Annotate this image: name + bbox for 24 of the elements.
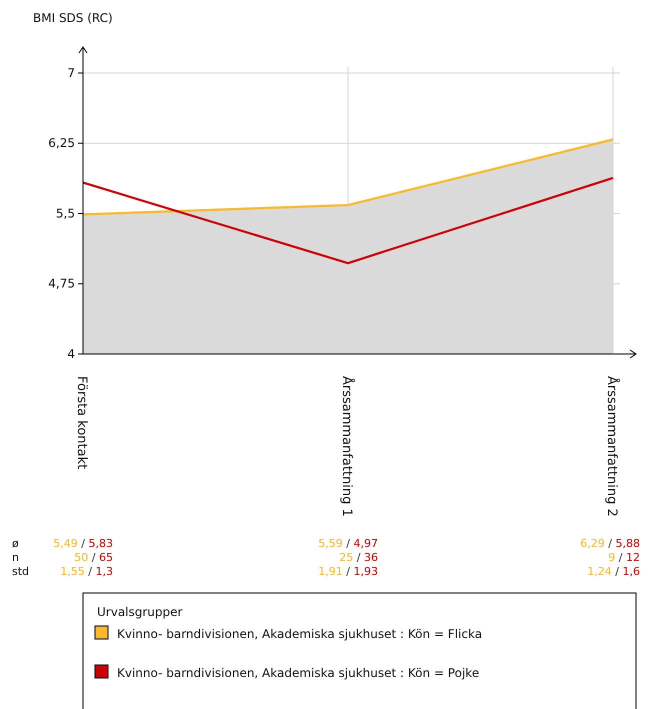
- y-tick-label: 5,5: [56, 206, 75, 220]
- x-tick-label: Första kontakt: [74, 376, 89, 470]
- text: 50 / 65: [74, 551, 113, 564]
- text: 6,29 / 5,88: [580, 537, 640, 550]
- legend-label: Kvinno- barndivisionen, Akademiska sjukhuset : Kön = Flicka: [117, 627, 482, 641]
- text: 25 / 36: [339, 551, 378, 564]
- x-tick-label: Årssammanfattning 2: [604, 376, 621, 517]
- y-tick-label: 4,75: [48, 276, 75, 291]
- text: ø: [12, 537, 19, 550]
- text: std: [12, 565, 30, 578]
- legend-label: Kvinno- barndivisionen, Akademiska sjukhuset : Kön = Pojke: [117, 666, 480, 680]
- y-tick-label: 7: [67, 66, 75, 80]
- y-tick-label: 4: [67, 346, 75, 361]
- legend-title: Urvalsgrupper: [97, 605, 183, 619]
- y-tick-label: 6,25: [48, 136, 75, 150]
- y-axis-title: BMI SDS (RC): [33, 11, 113, 25]
- text: 1,24 / 1,6: [587, 565, 640, 578]
- text: 9 / 12: [608, 551, 640, 564]
- x-tick-label: Årssammanfattning 1: [339, 376, 356, 517]
- text: 1,91 / 1,93: [318, 565, 378, 578]
- text: 5,49 / 5,83: [53, 537, 113, 550]
- text: 1,55 / 1,3: [60, 565, 113, 578]
- text: n: [12, 551, 19, 564]
- text: 5,59 / 4,97: [318, 537, 378, 550]
